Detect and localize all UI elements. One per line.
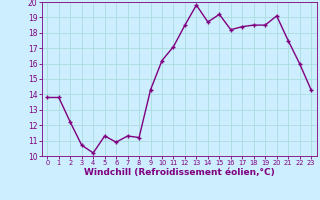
- X-axis label: Windchill (Refroidissement éolien,°C): Windchill (Refroidissement éolien,°C): [84, 168, 275, 177]
